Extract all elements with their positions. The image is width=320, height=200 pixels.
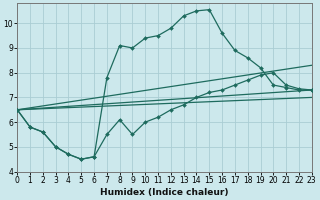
X-axis label: Humidex (Indice chaleur): Humidex (Indice chaleur) [100,188,229,197]
